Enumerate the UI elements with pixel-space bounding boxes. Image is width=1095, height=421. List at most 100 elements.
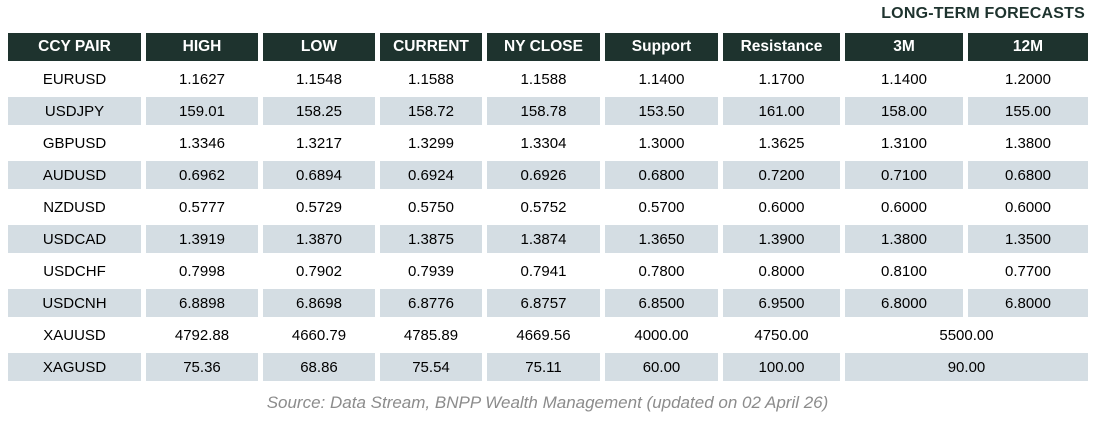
ccy-pair-cell: NZDUSD	[43, 198, 106, 216]
current-cell: 0.5750	[408, 198, 454, 216]
column-header-current: CURRENT	[380, 33, 482, 61]
support-cell: 0.7800	[638, 262, 685, 280]
current-cell: 75.54	[380, 353, 482, 381]
high-cell: 1.3919	[146, 225, 258, 253]
column-header-12m: 12M	[968, 33, 1088, 61]
current-cell: 1.3875	[380, 225, 482, 253]
resistance-cell: 1.3625	[758, 134, 805, 152]
fx-forecast-table: CCY PAIR HIGH LOW CURRENT NY CLOSE Support Res…	[3, 29, 1093, 385]
resistance-cell: 100.00	[723, 353, 840, 381]
ny-close-cell: 4669.56	[516, 326, 571, 344]
support-cell: 4000.00	[634, 326, 689, 344]
ccy-pair-cell: USDCAD	[8, 225, 141, 253]
support-cell: 1.3650	[605, 225, 718, 253]
high-cell: 0.7998	[179, 262, 225, 280]
header-row: CCY PAIR HIGH LOW CURRENT NY CLOSE Support Res…	[8, 33, 1088, 61]
forecast-12m-cell: 6.8000	[968, 289, 1088, 317]
current-cell: 1.1588	[408, 70, 454, 88]
low-cell: 6.8698	[263, 289, 375, 317]
ccy-pair-cell: XAGUSD	[8, 353, 141, 381]
forecast-12m-cell: 1.3800	[1005, 134, 1051, 152]
support-cell: 1.3000	[638, 134, 685, 152]
support-cell: 1.1400	[638, 70, 685, 88]
resistance-cell: 0.6000	[758, 198, 805, 216]
low-cell: 1.1548	[296, 70, 342, 88]
forecast-12m-cell: 0.6000	[1005, 198, 1051, 216]
high-cell: 0.5777	[179, 198, 225, 216]
forecast-3m-cell: 0.7100	[845, 161, 963, 189]
resistance-cell: 0.8000	[758, 262, 805, 280]
forecast-3m-cell: 6.8000	[845, 289, 963, 317]
resistance-cell: 0.7200	[723, 161, 840, 189]
column-header-ccy-pair: CCY PAIR	[8, 33, 141, 61]
forecast-3m-cell: 0.8100	[881, 262, 927, 280]
high-cell: 0.6962	[146, 161, 258, 189]
current-cell: 0.7939	[408, 262, 454, 280]
forecast-3m-12m-merged-cell: 90.00	[845, 353, 1088, 381]
forecast-12m-cell: 0.6800	[968, 161, 1088, 189]
ny-close-cell: 75.11	[487, 353, 600, 381]
column-header-resistance: Resistance	[723, 33, 840, 61]
resistance-cell: 1.3900	[723, 225, 840, 253]
table-row-audusd: AUDUSD 0.6962 0.6894 0.6924 0.6926 0.6800 0.72…	[8, 161, 1088, 189]
current-cell: 6.8776	[380, 289, 482, 317]
low-cell: 4660.79	[291, 326, 347, 344]
column-header-high: HIGH	[146, 33, 258, 61]
forecast-3m-cell: 1.3100	[881, 134, 927, 152]
ny-close-cell: 0.7941	[520, 262, 567, 280]
ny-close-cell: 6.8757	[487, 289, 600, 317]
support-cell: 153.50	[605, 97, 718, 125]
ccy-pair-cell: USDJPY	[8, 97, 141, 125]
ny-close-cell: 158.78	[487, 97, 600, 125]
resistance-cell: 161.00	[723, 97, 840, 125]
ccy-pair-cell: USDCNH	[8, 289, 141, 317]
ny-close-cell: 0.5752	[520, 198, 567, 216]
high-cell: 75.36	[146, 353, 258, 381]
ccy-pair-cell: GBPUSD	[42, 134, 107, 152]
support-cell: 0.5700	[638, 198, 685, 216]
long-term-forecasts-title: LONG-TERM FORECASTS	[881, 5, 1085, 22]
forecast-12m-cell: 0.7700	[1005, 262, 1051, 280]
high-cell: 6.8898	[146, 289, 258, 317]
forecast-3m-cell: 158.00	[845, 97, 963, 125]
table-row-usdjpy: USDJPY 159.01 158.25 158.72 158.78 153.50 161.…	[8, 97, 1088, 125]
forecast-3m-cell: 0.6000	[881, 198, 927, 216]
low-cell: 0.5729	[296, 198, 342, 216]
forecast-12m-cell: 1.2000	[1005, 70, 1051, 88]
table-row-usdcad: USDCAD 1.3919 1.3870 1.3875 1.3874 1.3650 1.39…	[8, 225, 1088, 253]
column-header-support: Support	[605, 33, 718, 61]
high-cell: 4792.88	[174, 326, 230, 344]
low-cell: 0.7902	[296, 262, 342, 280]
column-header-3m: 3M	[845, 33, 963, 61]
forecast-3m-12m-merged-cell: 5500.00	[939, 326, 994, 344]
low-cell: 1.3870	[263, 225, 375, 253]
high-cell: 1.1627	[179, 70, 225, 88]
table-row-usdchf: USDCHF 0.7998 0.7902 0.7939 0.7941 0.7800 0.80…	[8, 257, 1088, 285]
current-cell: 158.72	[380, 97, 482, 125]
table-row-eurusd: EURUSD 1.1627 1.1548 1.1588 1.1588 1.1400 1.17…	[8, 65, 1088, 93]
table-row-xauusd: XAUUSD 4792.88 4660.79 4785.89 4669.56 4000.0…	[8, 321, 1088, 349]
low-cell: 1.3217	[296, 134, 342, 152]
low-cell: 158.25	[263, 97, 375, 125]
ny-close-cell: 1.3874	[487, 225, 600, 253]
forecast-12m-cell: 155.00	[968, 97, 1088, 125]
ccy-pair-cell: EURUSD	[42, 70, 107, 88]
current-cell: 1.3299	[408, 134, 454, 152]
forecast-12m-cell: 1.3500	[968, 225, 1088, 253]
table-row-gbpusd: GBPUSD 1.3346 1.3217 1.3299 1.3304 1.3000 1.36…	[8, 129, 1088, 157]
support-cell: 60.00	[605, 353, 718, 381]
table-body: EURUSD 1.1627 1.1548 1.1588 1.1588 1.1400 1.17…	[8, 65, 1088, 381]
high-cell: 159.01	[146, 97, 258, 125]
forecast-3m-cell: 1.1400	[881, 70, 927, 88]
forecast-3m-cell: 1.3800	[845, 225, 963, 253]
table-row-nzdusd: NZDUSD 0.5777 0.5729 0.5750 0.5752 0.5700 0.60…	[8, 193, 1088, 221]
ccy-pair-cell: XAUUSD	[43, 326, 106, 344]
low-cell: 68.86	[263, 353, 375, 381]
high-cell: 1.3346	[179, 134, 225, 152]
resistance-cell: 1.1700	[758, 70, 805, 88]
ccy-pair-cell: AUDUSD	[8, 161, 141, 189]
table-row-usdcnh: USDCNH 6.8898 6.8698 6.8776 6.8757 6.8500 6.95…	[8, 289, 1088, 317]
resistance-cell: 6.9500	[723, 289, 840, 317]
ny-close-cell: 1.1588	[520, 70, 567, 88]
